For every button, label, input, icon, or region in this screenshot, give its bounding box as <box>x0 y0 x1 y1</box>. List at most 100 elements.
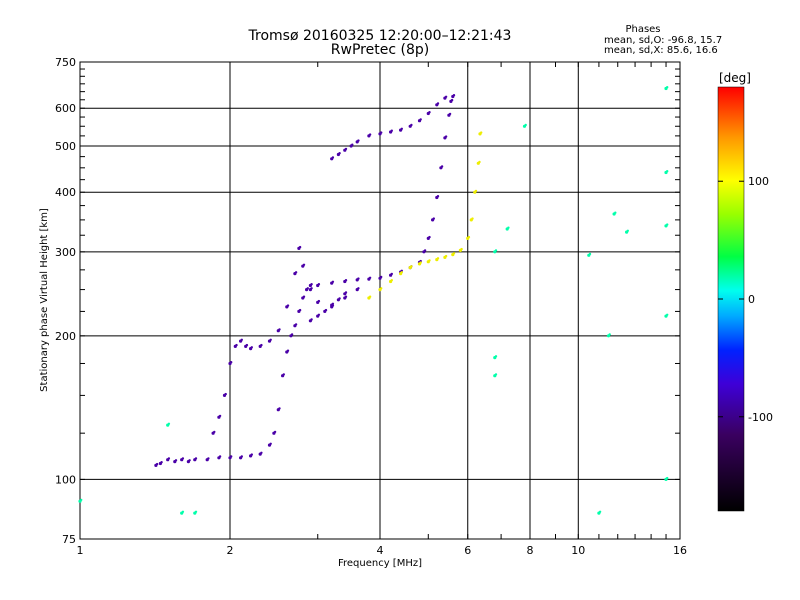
data-point <box>494 373 498 376</box>
data-point <box>368 276 372 279</box>
y-tick-label: 600 <box>55 102 76 115</box>
data-point <box>317 283 321 286</box>
data-point <box>167 457 171 460</box>
colorbar-tick-label: -100 <box>748 411 773 424</box>
data-point <box>269 442 272 445</box>
ticks <box>79 61 681 540</box>
data-point <box>494 249 498 252</box>
colorbar-tick-label: 0 <box>748 293 755 306</box>
data-point <box>181 457 185 460</box>
data-point <box>250 346 253 349</box>
x-tick-label: 10 <box>571 544 585 557</box>
data-point <box>155 462 159 466</box>
data-point <box>390 129 393 132</box>
data-point <box>235 343 238 347</box>
data-point <box>250 453 253 456</box>
data-point <box>310 318 313 321</box>
data-point <box>666 476 669 480</box>
data-point <box>224 392 227 396</box>
data-point <box>188 459 191 462</box>
data-point <box>160 461 163 464</box>
y-axis-label: Stationary phase Virtual Height [km] <box>39 208 50 392</box>
data-point <box>380 131 383 134</box>
data-point <box>269 338 272 341</box>
data-point <box>440 165 444 168</box>
data-point <box>286 304 290 307</box>
y-tick-label: 750 <box>55 56 76 69</box>
data-point <box>608 333 611 336</box>
data-point <box>286 349 290 352</box>
data-point <box>245 343 249 347</box>
data-point <box>282 373 285 376</box>
data-point <box>423 249 427 252</box>
data-point <box>444 95 448 99</box>
data-point <box>194 457 198 460</box>
data-point <box>598 510 602 513</box>
data-point <box>380 287 383 290</box>
data-points <box>78 86 669 515</box>
data-point <box>452 252 456 255</box>
axis-tick-labels: 1 2 4 6 8 10 16 75 100 200 300 400 500 600 750 <box>55 56 687 557</box>
x-tick-label: 2 <box>227 544 234 557</box>
y-tick-label: 75 <box>62 533 76 546</box>
data-point <box>368 133 372 136</box>
chart-subtitle: RwPretec (8p) <box>331 42 429 58</box>
data-point <box>474 189 478 193</box>
y-tick-label: 200 <box>55 330 76 343</box>
y-tick-label: 500 <box>55 140 76 153</box>
data-point <box>317 313 321 316</box>
data-point <box>588 252 592 256</box>
data-point <box>432 217 435 220</box>
data-point <box>436 257 440 260</box>
data-point <box>460 247 463 251</box>
colorbar-tick-label: 100 <box>748 175 769 188</box>
data-point <box>478 160 481 164</box>
data-point <box>294 323 298 326</box>
phase-box-line2: mean, sd,X: 85.6, 16.6 <box>604 45 718 56</box>
chart-title: Tromsø 20160325 12:20:00–12:21:43 <box>248 28 512 44</box>
data-point <box>298 308 302 312</box>
data-point <box>294 271 298 274</box>
data-point <box>310 283 313 286</box>
data-point <box>357 287 360 290</box>
y-tick-label: 300 <box>55 246 76 259</box>
data-point <box>167 422 171 425</box>
data-point <box>357 277 360 280</box>
data-point <box>480 131 483 134</box>
data-point <box>428 111 431 114</box>
data-point <box>230 455 233 458</box>
x-tick-label: 1 <box>77 544 84 557</box>
data-point <box>218 455 222 458</box>
data-point <box>174 459 178 462</box>
data-point <box>338 297 341 300</box>
x-tick-label: 6 <box>464 544 471 557</box>
data-point <box>357 139 360 142</box>
data-point <box>390 272 393 276</box>
data-point <box>428 259 431 262</box>
phase-box-title: Phases <box>625 24 660 35</box>
data-point <box>298 245 302 249</box>
data-point <box>666 170 669 173</box>
colorbar-ticks: 100 0 -100 <box>718 175 773 424</box>
phase-box-line1: mean, sd,O: -96.8, 15.7 <box>604 35 722 46</box>
data-point <box>436 102 440 105</box>
data-point <box>80 498 83 502</box>
data-point <box>278 328 281 331</box>
data-point <box>344 279 348 282</box>
data-point <box>626 229 629 232</box>
y-tick-label: 400 <box>55 186 76 199</box>
data-point <box>240 338 243 341</box>
data-point <box>278 407 281 410</box>
data-point <box>419 118 422 121</box>
data-point <box>428 235 431 239</box>
data-point <box>260 343 263 347</box>
data-point <box>452 94 456 97</box>
data-point <box>306 287 309 290</box>
data-point <box>410 265 413 268</box>
x-axis-label: Frequency [MHz] <box>338 558 422 569</box>
data-point <box>467 235 471 239</box>
data-point <box>240 455 243 458</box>
data-point <box>273 430 277 434</box>
data-point <box>390 279 393 282</box>
